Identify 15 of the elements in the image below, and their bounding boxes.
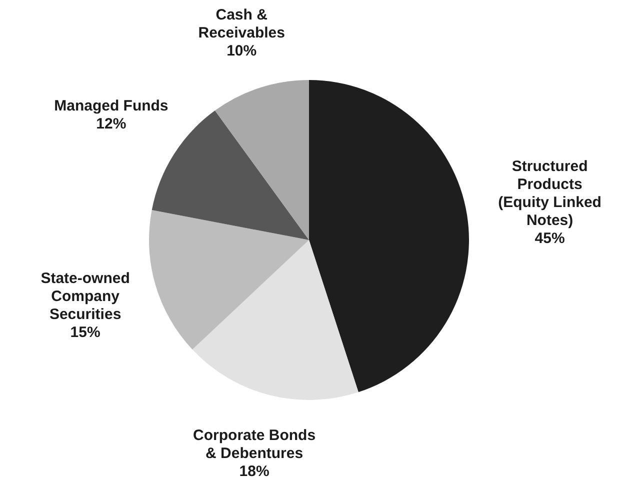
slice-label: Cash & Receivables — [198, 6, 285, 42]
data-label: 12% — [96, 115, 126, 132]
data-label: 45% — [534, 230, 565, 247]
data-label: 10% — [226, 42, 257, 60]
slice-label: State-owned Company Securities — [40, 270, 130, 323]
pie-slice — [192, 240, 358, 400]
pie-slice — [309, 80, 469, 392]
data-label: 18% — [239, 463, 270, 480]
slice-label: Corporate Bonds & Debentures — [193, 427, 316, 462]
pie-slice — [152, 110, 309, 240]
slice-label: Structured Products (Equity Linked Notes) — [498, 158, 602, 229]
pie-slice — [214, 80, 309, 240]
slice-label: Managed Funds — [54, 97, 168, 114]
data-label: 15% — [70, 324, 100, 341]
pie-slice — [149, 210, 309, 350]
